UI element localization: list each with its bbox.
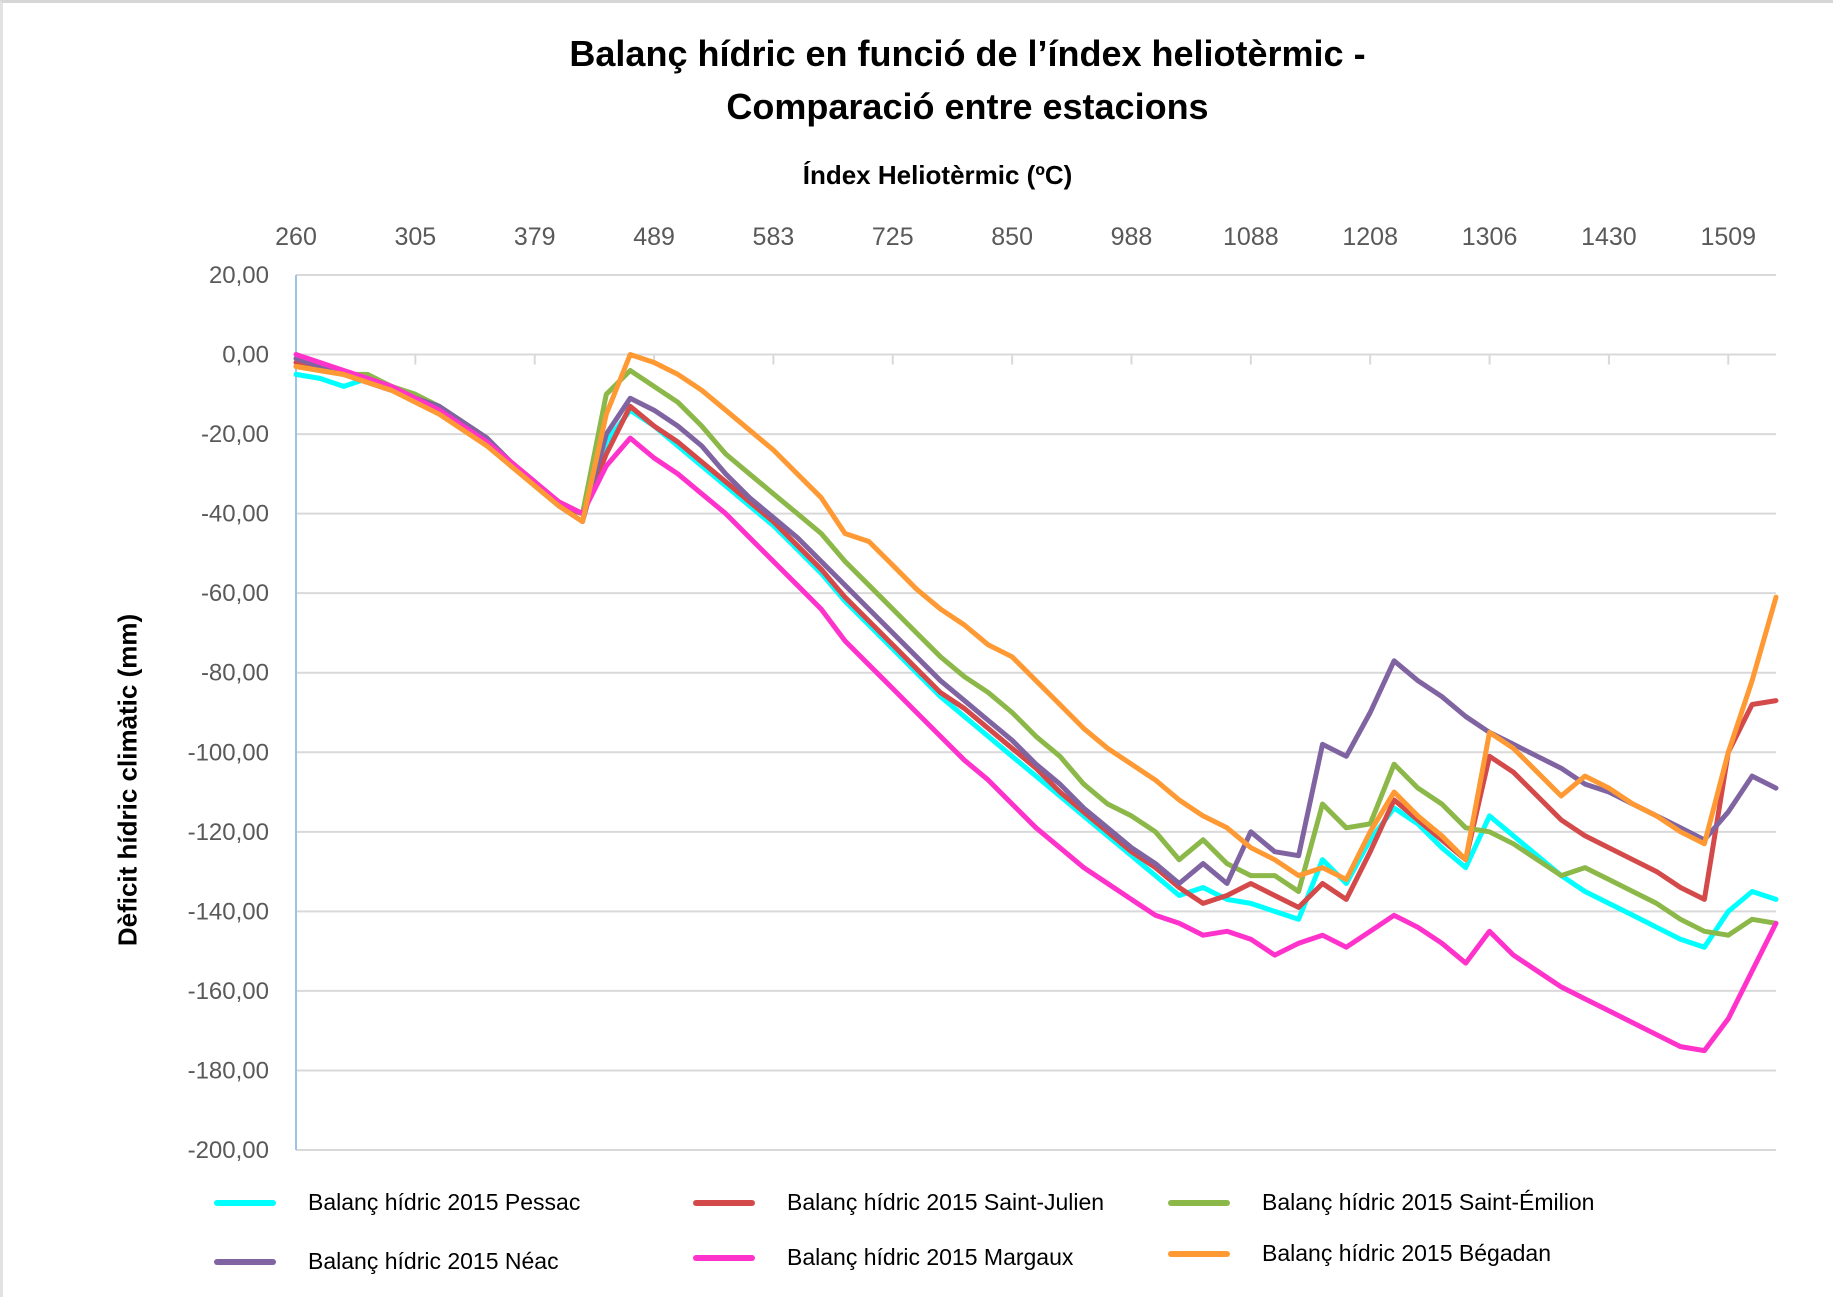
y-tick-label: -200,00	[188, 1137, 269, 1164]
x-tick-label: 305	[394, 223, 436, 251]
legend-swatch	[1168, 1199, 1230, 1206]
x-tick-label: 1306	[1462, 223, 1518, 251]
x-tick-label: 1208	[1342, 223, 1398, 251]
legend-item: Balanç hídric 2015 Bégadan	[1168, 1240, 1551, 1267]
x-tick-label: 379	[514, 223, 556, 251]
chart-title-line-1: Balanç hídric en funció de l’índex helio…	[569, 33, 1366, 74]
y-tick-label: -40,00	[201, 501, 269, 528]
y-tick-label: 0,00	[222, 342, 269, 369]
y-tick-label: -180,00	[188, 1057, 269, 1084]
y-tick-label: -160,00	[188, 978, 269, 1005]
legend-item: Balanç hídric 2015 Néac	[214, 1248, 559, 1275]
x-tick-label: 260	[275, 223, 317, 251]
legend-item: Balanç hídric 2015 Margaux	[693, 1244, 1073, 1271]
legend-swatch	[693, 1199, 755, 1206]
x-tick-label: 1088	[1223, 223, 1279, 251]
legend-label: Balanç hídric 2015 Saint-Julien	[787, 1189, 1105, 1215]
legend-item: Balanç hídric 2015 Saint-Julien	[693, 1189, 1104, 1216]
series-line-5	[293, 352, 1779, 1054]
series-line-4	[293, 356, 1779, 886]
x-tick-label: 725	[872, 223, 914, 251]
legend-swatch	[693, 1254, 755, 1261]
x-tick-label: 1430	[1581, 223, 1637, 251]
legend-swatch	[214, 1258, 276, 1265]
x-tick-label: 988	[1111, 223, 1153, 251]
y-tick-label: -140,00	[188, 898, 269, 925]
x-tick-label: 850	[991, 223, 1033, 251]
chart-title-line-2: Comparació entre estacions	[726, 86, 1209, 127]
y-tick-label: -120,00	[188, 819, 269, 846]
y-tick-label: -60,00	[201, 580, 269, 607]
legend-swatch	[1168, 1250, 1230, 1257]
series-line-3	[293, 364, 1779, 938]
y-tick-label: -80,00	[201, 660, 269, 687]
series-line-1	[293, 371, 1779, 950]
legend-label: Balanç hídric 2015 Pessac	[308, 1189, 581, 1215]
x-tick-label: 583	[753, 223, 795, 251]
y-tick-label: -100,00	[188, 739, 269, 766]
x-axis-title: Índex Heliotèrmic (ºC)	[802, 160, 1073, 190]
legend-label: Balanç hídric 2015 Saint-Émilion	[1262, 1189, 1595, 1215]
legend-label: Balanç hídric 2015 Néac	[308, 1248, 559, 1274]
legend-item: Balanç hídric 2015 Saint-Émilion	[1168, 1189, 1594, 1216]
series-line-6	[293, 352, 1779, 882]
legend-label: Balanç hídric 2015 Bégadan	[1262, 1240, 1551, 1266]
y-tick-label: -20,00	[201, 421, 269, 448]
x-tick-label: 489	[633, 223, 675, 251]
y-tick-label: 20,00	[209, 262, 269, 289]
legend-label: Balanç hídric 2015 Margaux	[787, 1244, 1074, 1270]
legend-swatch	[214, 1199, 276, 1206]
legend-item: Balanç hídric 2015 Pessac	[214, 1189, 580, 1216]
x-tick-label: 1509	[1700, 223, 1756, 251]
